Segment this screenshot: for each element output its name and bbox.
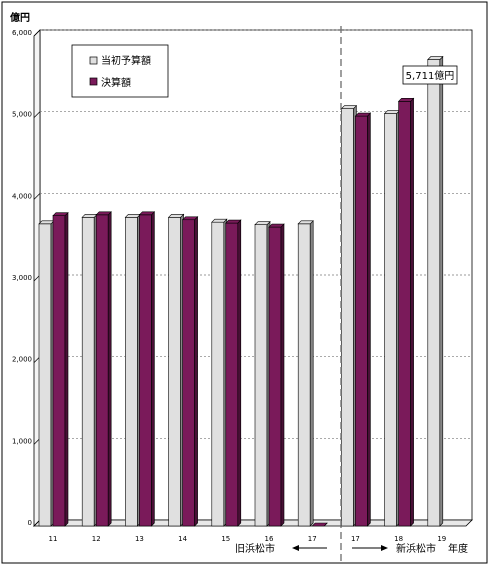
bar-initial-budget — [254, 220, 271, 527]
value-annotation: 5,711億円 — [402, 65, 458, 85]
x-axis: 11 12 13 14 15 16 17 17 18 19 — [49, 535, 447, 543]
bar-settlement — [311, 522, 328, 527]
y-tick-mark — [33, 193, 41, 200]
annotation-box — [402, 65, 458, 85]
bar-settlement — [52, 211, 69, 527]
y-tick-label: 0 — [28, 519, 32, 527]
x-tick-label: 16 — [265, 535, 274, 543]
bar-settlement — [268, 223, 285, 527]
x-tick-label: 17 — [351, 535, 360, 543]
bar-settlement — [95, 211, 112, 527]
x-tick-label: 13 — [135, 535, 144, 543]
x-tick-label: 12 — [92, 535, 101, 543]
x-tick-label: 18 — [394, 535, 403, 543]
y-tick-label: 5,000 — [12, 111, 32, 119]
x-axis-label: 年度 — [448, 542, 468, 555]
legend-swatch-settlement — [89, 77, 98, 86]
bar-settlement — [397, 97, 415, 527]
legend-box — [71, 44, 169, 98]
bar-initial-budget — [427, 55, 444, 527]
x-tick-label: 15 — [221, 535, 230, 543]
bar-initial-budget — [81, 213, 98, 527]
y-tick-label: 1,000 — [12, 437, 32, 445]
legend-swatch-initial-budget — [89, 56, 98, 65]
bar-initial-budget — [211, 218, 228, 527]
x-tick-label: 17 — [308, 535, 317, 543]
y-tick-label: 4,000 — [12, 192, 32, 200]
period-left-label: 旧浜松市 — [235, 542, 275, 555]
bar-settlement — [181, 216, 199, 527]
x-tick-label: 19 — [437, 535, 446, 543]
bar-initial-budget — [167, 213, 185, 527]
y-unit-label: 億円 — [10, 11, 30, 24]
legend-label-initial-budget: 当初予算額 — [101, 54, 151, 67]
x-tick-label: 14 — [178, 535, 187, 543]
legend: 当初予算額 決算額 — [71, 44, 169, 98]
y-tick-label: 6,000 — [12, 29, 32, 37]
period-right-label: 新浜松市 — [396, 542, 436, 555]
y-tick-mark — [33, 111, 41, 118]
bar-settlement — [138, 211, 156, 527]
bars — [38, 55, 444, 527]
bar-settlement — [354, 112, 372, 527]
legend-label-settlement: 決算額 — [101, 76, 131, 89]
x-tick-label: 11 — [49, 535, 58, 543]
bar-initial-budget — [340, 104, 358, 527]
bar-settlement — [225, 219, 242, 527]
period-labels: 旧浜松市 新浜松市 年度 — [235, 542, 468, 555]
y-tick-label: 2,000 — [12, 356, 32, 364]
y-axis: 億円 0 1,000 2,000 3,000 4,000 5,000 6,000 — [10, 11, 41, 527]
bar-initial-budget — [38, 220, 55, 527]
arrow-left-head — [292, 545, 299, 551]
bar-initial-budget — [297, 220, 314, 527]
y-tick-label: 3,000 — [12, 274, 32, 282]
annotation-text: 5,711億円 — [406, 69, 455, 82]
bar-initial-budget — [383, 109, 401, 527]
bar-initial-budget — [124, 213, 142, 527]
y-tick-mark — [33, 29, 41, 37]
arrow-right-head — [381, 545, 388, 551]
